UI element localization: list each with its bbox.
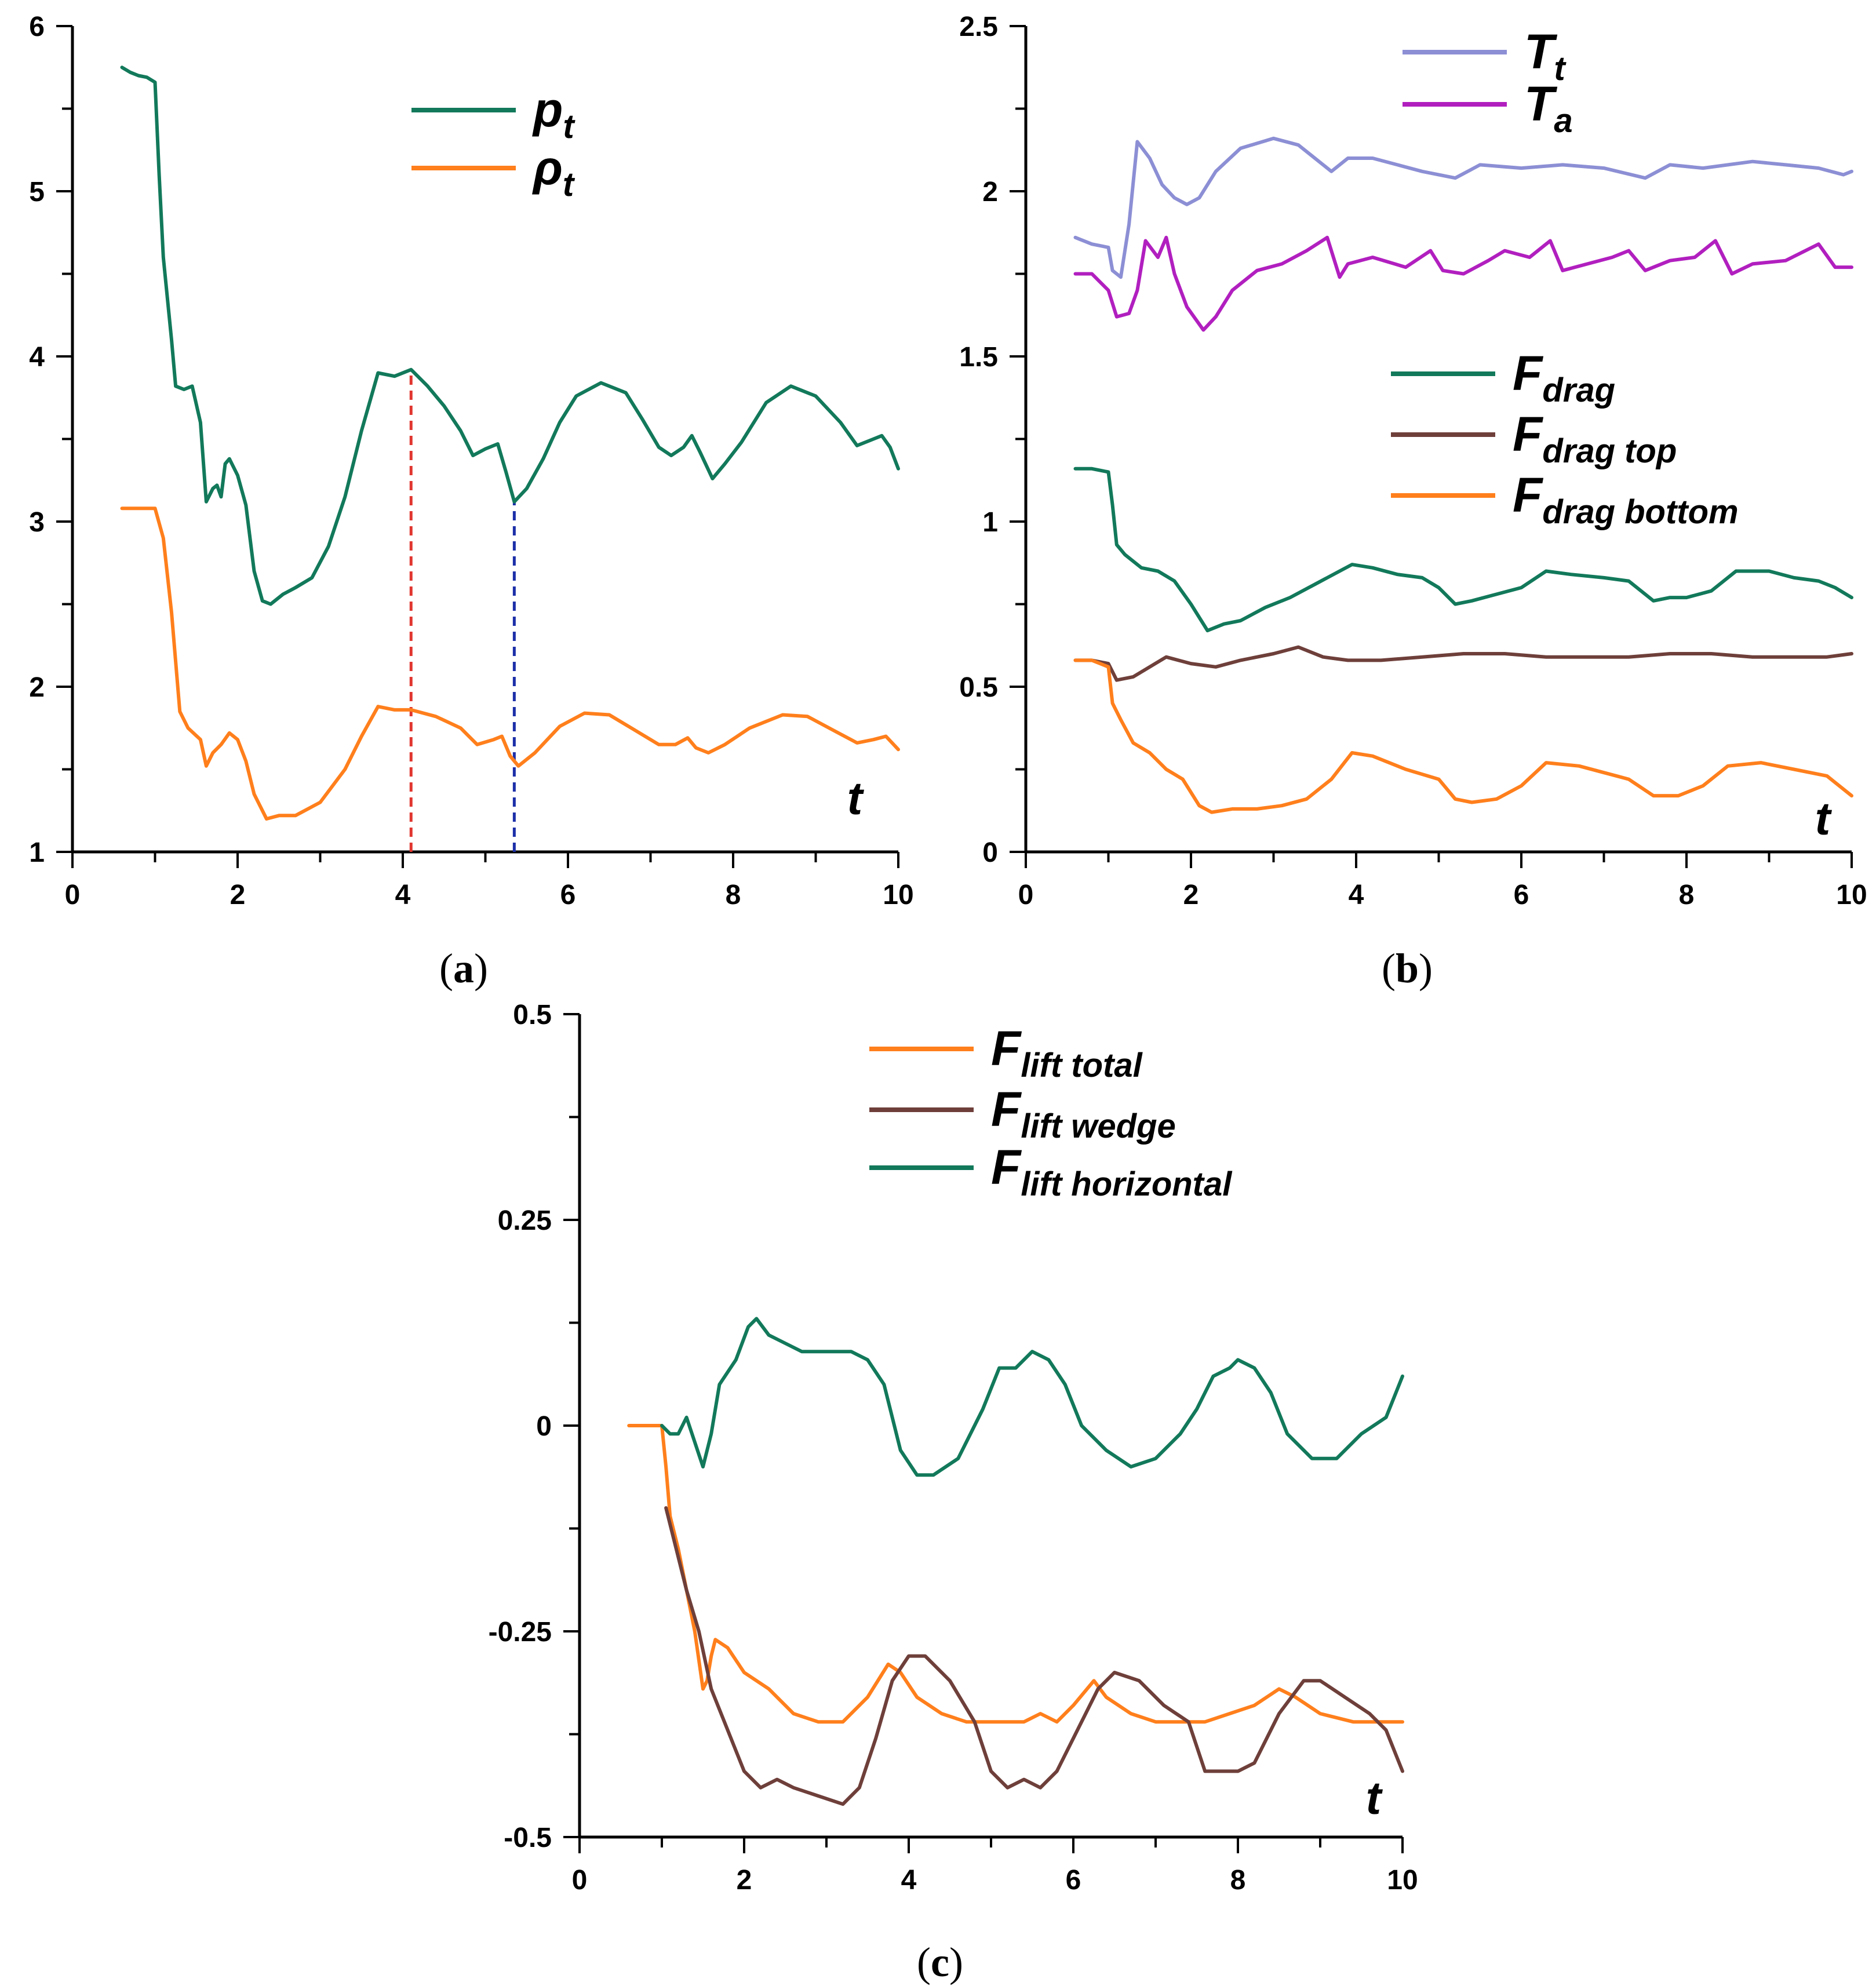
legend-entry: pt (532, 82, 575, 145)
series-line-f-drag-bottom (1073, 658, 1853, 814)
panel-label-c: (c) (917, 1939, 963, 1985)
y-tick-label: 0.25 (498, 1205, 552, 1236)
x-tick-label: 10 (1836, 880, 1867, 910)
x-tick-label: 4 (901, 1865, 917, 1896)
x-tick-label: 8 (726, 880, 741, 910)
y-tick-label: 2 (29, 672, 45, 703)
panel-label-a: (a) (439, 945, 488, 992)
y-tick-label: 0.5 (959, 672, 998, 703)
legend-entry: ρt (532, 140, 575, 203)
legend-entry: Ta (1524, 76, 1573, 140)
series-line-t-a (1073, 235, 1853, 332)
series-line-t-t (1073, 136, 1853, 279)
x-tick-label: 10 (883, 880, 913, 910)
y-tick-label: 2.5 (959, 12, 998, 42)
y-tick-label: 6 (29, 12, 45, 42)
x-axis-variable-label: t (1815, 793, 1833, 844)
series-line-p-t (120, 65, 900, 606)
legend-entry: Flift horizontal (991, 1140, 1233, 1203)
x-tick-label: 10 (1387, 1865, 1418, 1896)
legend-entry: Flift total (991, 1021, 1143, 1084)
x-tick-label: 8 (1679, 880, 1695, 910)
y-tick-label: 0.5 (513, 1000, 552, 1030)
y-tick-label: 1.5 (959, 342, 998, 373)
legend-entry: Fdrag (1513, 346, 1615, 409)
panel-label-b: (b) (1382, 945, 1433, 992)
x-tick-label: 6 (1066, 1865, 1081, 1896)
series-line-f-lift-wedge (664, 1506, 1404, 1806)
y-tick-label: 1 (982, 507, 998, 538)
x-tick-label: 8 (1230, 1865, 1246, 1896)
series-line-f-lift-horizontal (660, 1317, 1404, 1477)
y-tick-label: 1 (29, 837, 45, 868)
x-axis-variable-label: t (847, 772, 865, 824)
y-tick-label: 2 (982, 177, 998, 207)
x-tick-label: 6 (560, 880, 576, 910)
x-tick-label: 4 (395, 880, 411, 910)
y-tick-label: -0.25 (489, 1617, 552, 1648)
legend-entry: Fdrag bottom (1513, 468, 1739, 531)
series-line-f-drag (1073, 467, 1853, 633)
legend-entry: Fdrag top (1513, 407, 1677, 470)
series-line-f-drag-top (1073, 645, 1853, 682)
x-tick-label: 6 (1514, 880, 1529, 910)
y-tick-label: 0 (982, 837, 998, 868)
y-tick-label: 0 (536, 1411, 552, 1442)
x-tick-label: 2 (737, 1865, 752, 1896)
y-tick-label: -0.5 (504, 1823, 552, 1853)
x-tick-label: 0 (65, 880, 81, 910)
x-tick-label: 4 (1349, 880, 1364, 910)
x-tick-label: 0 (572, 1865, 588, 1896)
y-tick-label: 4 (29, 342, 45, 373)
series-line-rho-t (120, 506, 900, 821)
series-line-f-lift-total (627, 1424, 1404, 1724)
legend-entry: Tt (1524, 24, 1567, 88)
x-tick-label: 2 (230, 880, 246, 910)
y-tick-label: 5 (29, 177, 45, 207)
x-tick-label: 0 (1018, 880, 1034, 910)
y-tick-label: 3 (29, 507, 45, 538)
x-tick-label: 2 (1183, 880, 1199, 910)
legend-entry: Flift wedge (991, 1082, 1176, 1145)
x-axis-variable-label: t (1366, 1772, 1383, 1824)
